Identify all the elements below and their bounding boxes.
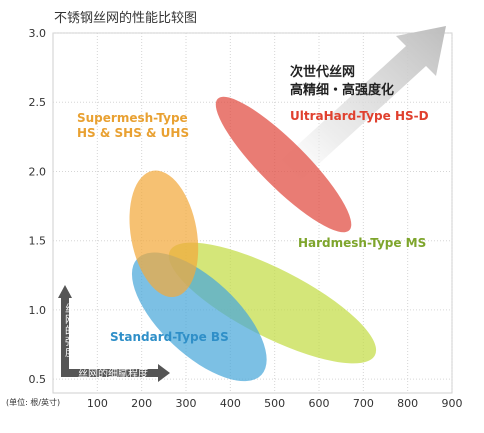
supermesh-label: Supermesh-Type	[77, 111, 188, 125]
y-tick-label: 0.5	[29, 373, 47, 386]
chart-title: 不锈钢丝网的性能比较图	[54, 10, 197, 26]
ultrahard-region	[215, 96, 352, 233]
y-tick-label: 1.5	[29, 235, 47, 248]
strength-axis-arrow: 丝 网 的 强 度	[58, 285, 78, 375]
y-tick-label: 2.0	[29, 165, 47, 178]
fineness-axis-arrow: 丝网的细腻程度	[61, 364, 170, 382]
strength-axis-label: 丝 网 的 强 度	[65, 303, 78, 359]
trend-arrow	[268, 26, 446, 192]
callout-line-1: 次世代丝网	[290, 64, 355, 80]
hardmesh-region	[168, 242, 377, 364]
x-tick-label: 400	[220, 397, 241, 410]
y-tick-label: 2.5	[29, 96, 47, 109]
supermesh-label: HS & SHS & UHS	[77, 126, 189, 140]
axis-ticks: 100 200 300 400 500 600 700 800 900 0.5 1.0 1.5 2.0 2…	[29, 27, 463, 410]
x-tick-label: 100	[87, 397, 108, 410]
standard-label: Standard-Type BS	[110, 330, 229, 344]
y-tick-label: 1.0	[29, 304, 47, 317]
callout-line-2: 高精细・高强度化	[290, 82, 394, 98]
y-tick-label: 3.0	[29, 27, 47, 40]
x-tick-label: 800	[397, 397, 418, 410]
ultrahard-label: UltraHard-Type HS-D	[290, 109, 429, 123]
x-tick-label: 600	[309, 397, 330, 410]
x-tick-label: 500	[264, 397, 285, 410]
supermesh-region	[129, 170, 199, 298]
x-tick-label: 200	[131, 397, 152, 410]
x-tick-label: 300	[176, 397, 197, 410]
fineness-axis-label: 丝网的细腻程度	[78, 367, 148, 380]
unit-label: (单位: 根/英寸)	[6, 397, 60, 407]
x-tick-label: 700	[353, 397, 374, 410]
x-tick-label: 900	[442, 397, 463, 410]
series-blobs	[129, 96, 377, 382]
hardmesh-label: Hardmesh-Type MS	[298, 236, 426, 250]
